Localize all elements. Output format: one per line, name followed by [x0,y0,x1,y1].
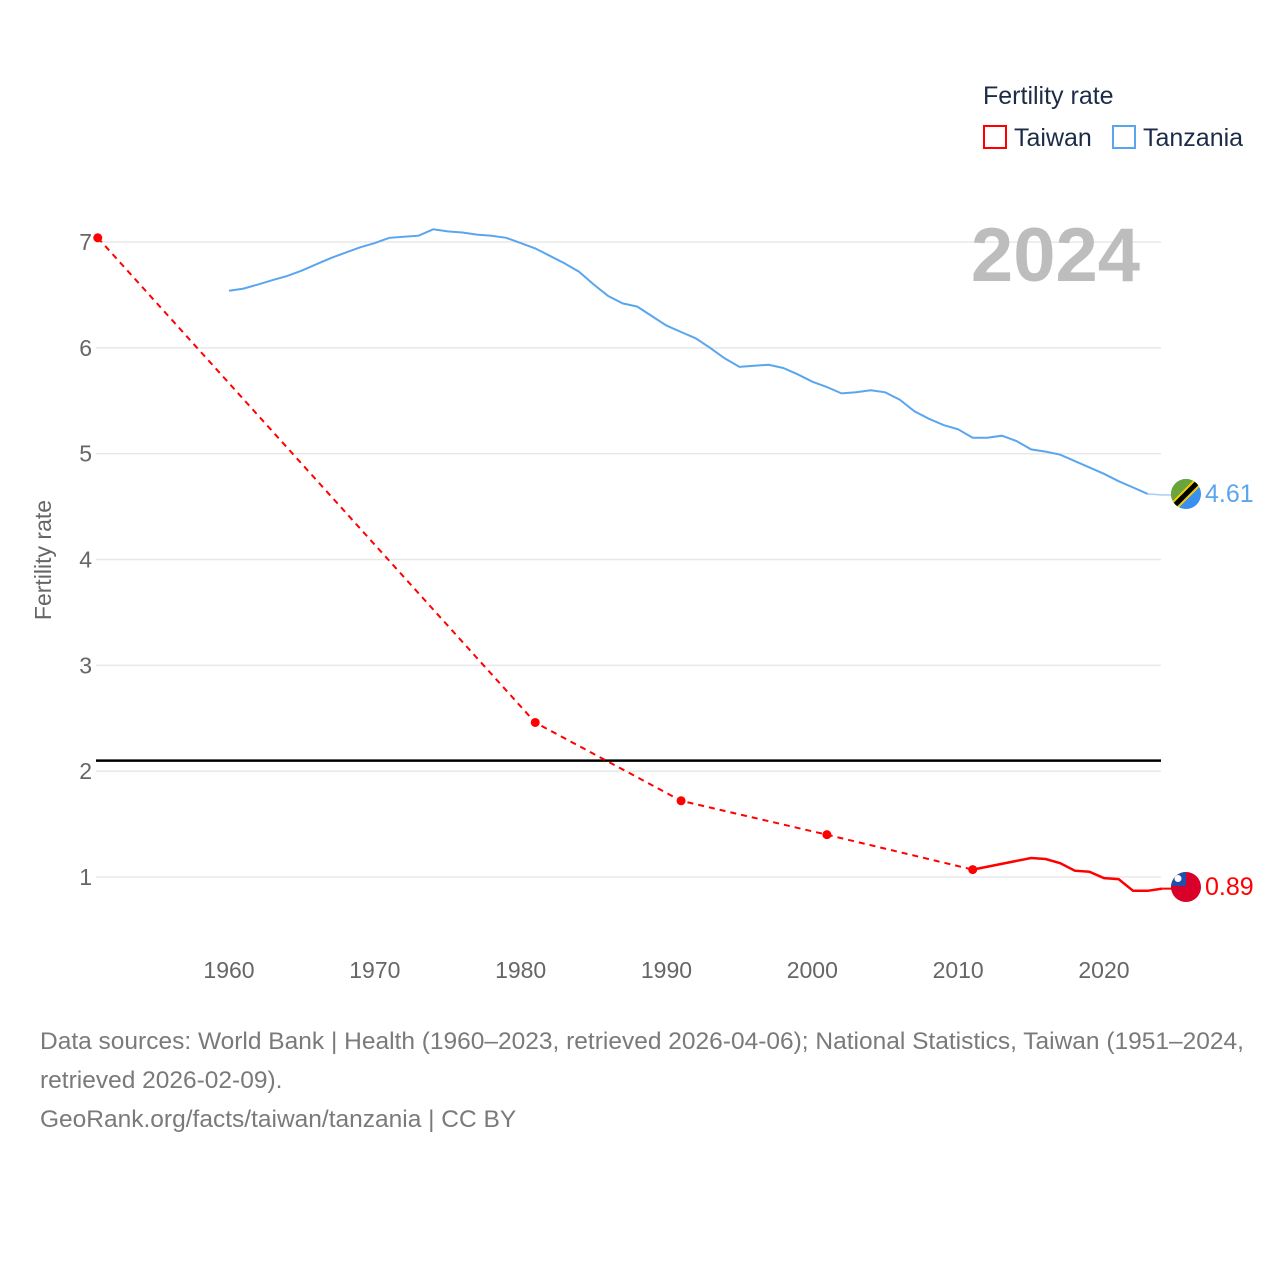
taiwan-data-point [676,796,686,806]
taiwan-dashed-line [97,237,973,871]
y-axis-label: Fertility rate [30,500,56,620]
series-layer [93,228,1172,893]
taiwan-data-point [968,865,978,875]
taiwan-flag-icon [1171,872,1201,902]
x-tick-label: 1960 [203,957,254,983]
tanzania-end-label: 4.61 [1205,480,1254,508]
y-tick-label: 4 [79,547,92,573]
taiwan-line [972,856,1163,893]
tanzania-flag-icon [1171,479,1201,509]
tanzania-line [228,228,1149,495]
y-tick-label: 7 [79,229,92,255]
y-axis-ticks: 1 2 3 4 5 6 7 [79,229,92,890]
y-tick-label: 3 [79,652,92,678]
data-sources-text: Data sources: World Bank | Health (1960–… [40,1028,1244,1094]
legend-swatch-tanzania[interactable] [1112,125,1136,149]
legend: Fertility rate Taiwan Tanzania [983,82,1243,152]
y-tick-label: 6 [79,335,92,361]
year-watermark: 2024 [971,213,1140,298]
footer: Data sources: World Bank | Health (1960–… [40,1022,1250,1139]
legend-title: Fertility rate [983,82,1114,110]
taiwan-end-label: 0.89 [1205,873,1254,901]
legend-label-taiwan[interactable]: Taiwan [1014,124,1092,152]
x-tick-label: 2000 [787,957,838,983]
legend-swatch-taiwan[interactable] [983,125,1007,149]
y-tick-label: 5 [79,441,92,467]
x-tick-label: 2020 [1078,957,1129,983]
taiwan-data-point [530,717,540,727]
attribution-link[interactable]: GeoRank.org/facts/taiwan/tanzania | CC B… [40,1106,517,1133]
y-tick-label: 1 [79,864,92,890]
y-tick-label: 2 [79,758,92,784]
x-tick-label: 1980 [495,957,546,983]
legend-label-tanzania[interactable]: Tanzania [1143,124,1243,152]
x-axis-ticks: 1960 1970 1980 1990 2000 2010 2020 [203,957,1129,983]
gridlines [96,241,1161,878]
taiwan-data-point [822,830,832,840]
taiwan-data-point [93,233,103,243]
x-tick-label: 1990 [641,957,692,983]
x-tick-label: 2010 [933,957,984,983]
x-tick-label: 1970 [349,957,400,983]
tanzania-extension-line [1147,493,1163,496]
